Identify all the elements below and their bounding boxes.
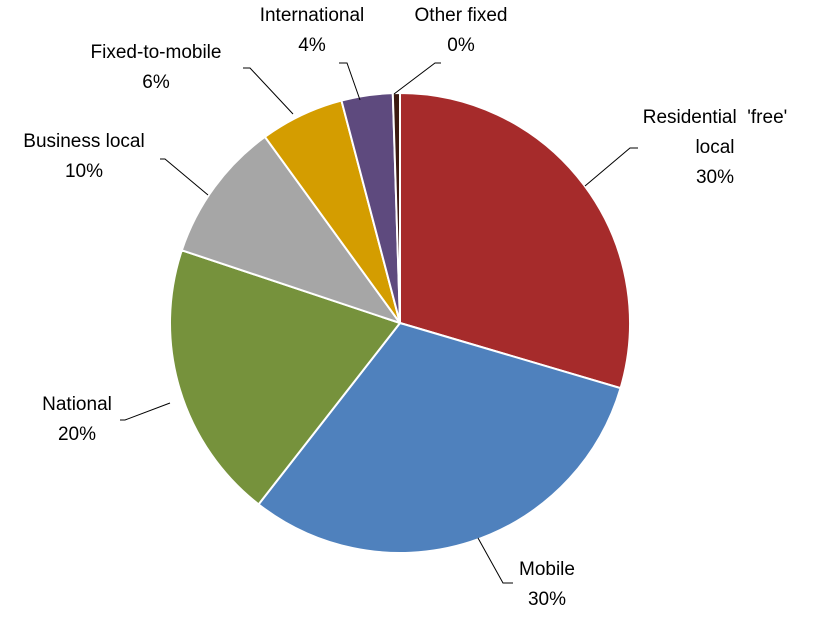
data-label-line: 20% xyxy=(58,424,96,445)
data-label-national: National 20% xyxy=(42,394,112,445)
data-label-mobile: Mobile 30% xyxy=(519,559,575,610)
data-label-line: 30% xyxy=(528,589,566,610)
data-labels: Residential 'free' local 30% Mobile 30% Natio… xyxy=(23,5,787,610)
data-label-line: National xyxy=(42,394,112,415)
leader-line-mobile xyxy=(477,537,513,584)
leader-line-business-local xyxy=(160,158,209,196)
data-label-line: 30% xyxy=(696,167,734,188)
pie-slices xyxy=(169,91,631,554)
pie-slice-residential-free-local xyxy=(399,91,631,390)
data-label-line: 0% xyxy=(447,35,475,56)
data-label-line: 6% xyxy=(142,72,170,93)
data-label-line: Other fixed xyxy=(415,5,508,26)
pie-slice-other-fixed xyxy=(391,91,401,324)
pie-slice-national xyxy=(169,249,402,506)
data-label-business-local: Business local 10% xyxy=(23,131,144,182)
data-label-line: Residential 'free' xyxy=(643,107,788,128)
data-label-international: International 4% xyxy=(260,5,365,56)
leader-line-residential-free-local xyxy=(584,147,638,187)
data-label-line: Business local xyxy=(23,131,144,152)
leader-lines xyxy=(120,62,638,584)
leader-line-national xyxy=(120,402,171,421)
pie-slice-business-local xyxy=(180,135,403,325)
data-label-fixed-to-mobile: Fixed-to-mobile 6% xyxy=(91,42,222,93)
data-label-residential-free-local: Residential 'free' local 30% xyxy=(643,107,788,188)
data-label-line: local xyxy=(695,137,734,158)
leader-line-fixed-to-mobile xyxy=(243,67,294,115)
leader-line-international xyxy=(339,62,361,101)
data-label-line: Fixed-to-mobile xyxy=(91,42,222,63)
data-label-line: International xyxy=(260,5,365,26)
leader-line-other-fixed xyxy=(393,62,441,95)
data-label-line: Mobile xyxy=(519,559,575,580)
data-label-other-fixed: Other fixed 0% xyxy=(415,5,508,56)
data-label-line: 4% xyxy=(298,35,326,56)
data-label-line: 10% xyxy=(65,161,103,182)
pie-slice-mobile xyxy=(257,321,622,554)
